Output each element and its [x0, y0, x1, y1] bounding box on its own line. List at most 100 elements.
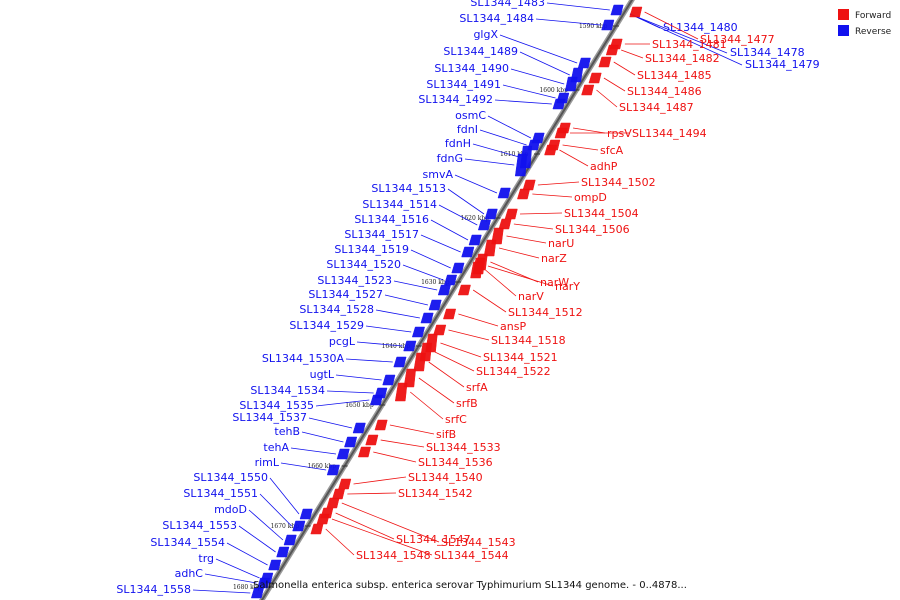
reverse-gene-label[interactable]: SL1344_1534 [250, 384, 325, 397]
reverse-gene-label[interactable]: SL1344_1535 [239, 399, 314, 412]
forward-gene-glyph[interactable] [357, 446, 371, 458]
forward-gene-label[interactable]: SL1344_1477 [700, 33, 775, 46]
forward-gene-glyph[interactable] [413, 352, 426, 372]
forward-gene-glyph[interactable] [605, 44, 619, 56]
forward-gene-glyph[interactable] [310, 523, 324, 535]
forward-gene-glyph[interactable] [316, 513, 330, 525]
forward-gene-label[interactable]: SL1344_1522 [476, 365, 551, 378]
reverse-gene-glyph[interactable] [477, 219, 491, 231]
forward-gene-glyph[interactable] [365, 434, 379, 446]
forward-gene-glyph[interactable] [544, 144, 558, 156]
reverse-gene-glyph[interactable] [336, 448, 350, 460]
reverse-gene-label[interactable]: SL1344_1523 [317, 274, 392, 287]
reverse-gene-label[interactable]: ugtL [310, 368, 335, 381]
reverse-gene-label[interactable]: tehA [263, 441, 289, 454]
forward-gene-glyph[interactable] [483, 239, 497, 257]
reverse-gene-glyph[interactable] [497, 187, 511, 199]
reverse-gene-glyph[interactable] [382, 374, 396, 386]
forward-gene-glyph[interactable] [598, 56, 612, 68]
reverse-gene-glyph[interactable] [451, 262, 465, 274]
reverse-gene-label[interactable]: trg [198, 552, 214, 565]
reverse-gene-label[interactable]: SL1344_1489 [443, 45, 518, 58]
forward-gene-glyph[interactable] [554, 127, 568, 139]
forward-gene-label[interactable]: SL1344_1540 [408, 471, 483, 484]
reverse-gene-label[interactable]: fdnG [437, 152, 463, 165]
forward-gene-label[interactable]: SL1344_1544 [434, 549, 509, 562]
reverse-gene-glyph[interactable] [352, 422, 366, 434]
reverse-gene-glyph[interactable] [411, 326, 425, 338]
reverse-gene-glyph[interactable] [577, 57, 591, 69]
reverse-gene-label[interactable]: SL1344_1483 [470, 0, 545, 9]
reverse-gene-glyph[interactable] [393, 356, 407, 368]
reverse-gene-label[interactable]: SL1344_1550 [193, 471, 268, 484]
reverse-gene-label[interactable]: SL1344_1479 [745, 58, 820, 71]
forward-gene-glyph[interactable] [374, 419, 388, 431]
forward-gene-glyph[interactable] [403, 368, 417, 388]
reverse-gene-label[interactable]: SL1344_1492 [418, 93, 493, 106]
reverse-gene-label[interactable]: osmC [455, 109, 486, 122]
reverse-gene-glyph[interactable] [420, 312, 434, 324]
forward-gene-glyph[interactable] [457, 284, 471, 296]
reverse-gene-glyph[interactable] [601, 19, 615, 31]
forward-gene-label[interactable]: SL1344_1482 [645, 52, 720, 65]
reverse-gene-label[interactable]: glgX [473, 28, 498, 41]
reverse-gene-label[interactable]: fdnI [457, 123, 478, 136]
reverse-gene-label[interactable]: SL1344_1513 [371, 182, 446, 195]
reverse-gene-label[interactable]: SL1344_1554 [150, 536, 225, 549]
reverse-gene-label[interactable]: SL1344_1516 [354, 213, 429, 226]
forward-gene-glyph[interactable] [326, 497, 340, 509]
reverse-gene-glyph[interactable] [610, 4, 624, 16]
forward-gene-glyph[interactable] [581, 84, 595, 96]
reverse-gene-label[interactable]: SL1344_1528 [299, 303, 374, 316]
reverse-gene-label[interactable]: SL1344_1514 [362, 198, 437, 211]
reverse-gene-glyph[interactable] [257, 577, 271, 589]
forward-gene-label[interactable]: SL1344_1542 [398, 487, 473, 500]
forward-gene-label[interactable]: SL1344_1548 [356, 549, 431, 562]
reverse-gene-glyph[interactable] [437, 284, 451, 296]
reverse-gene-glyph[interactable] [299, 508, 313, 520]
reverse-gene-label[interactable]: SL1344_1484 [459, 12, 534, 25]
reverse-gene-glyph[interactable] [514, 153, 528, 177]
forward-gene-glyph[interactable] [433, 324, 447, 336]
forward-gene-glyph[interactable] [470, 261, 483, 279]
forward-gene-label[interactable]: SL1344_1512 [508, 306, 583, 319]
forward-gene-label[interactable]: SL1344_1533 [426, 441, 501, 454]
forward-gene-label[interactable]: SL1344_1504 [564, 207, 639, 220]
forward-gene-glyph[interactable] [517, 188, 531, 200]
forward-gene-label[interactable]: SL1344_1521 [483, 351, 558, 364]
forward-gene-label[interactable]: narW [540, 276, 569, 289]
reverse-gene-glyph[interactable] [276, 546, 290, 558]
reverse-gene-label[interactable]: SL1344_1537 [232, 411, 307, 424]
forward-gene-label[interactable]: SL1344_1543 [441, 536, 516, 549]
forward-gene-label[interactable]: SL1344_1506 [555, 223, 630, 236]
reverse-gene-label[interactable]: fdnH [445, 137, 471, 150]
reverse-gene-glyph[interactable] [268, 559, 282, 571]
reverse-gene-label[interactable]: SL1344_1520 [326, 258, 401, 271]
forward-gene-glyph[interactable] [629, 6, 643, 18]
forward-gene-label[interactable]: SL1344_1487 [619, 101, 694, 114]
reverse-gene-label[interactable]: SL1344_1530A [262, 352, 345, 365]
forward-gene-label[interactable]: srfC [445, 413, 467, 426]
reverse-gene-label[interactable]: SL1344_1529 [289, 319, 364, 332]
forward-gene-label[interactable]: SL1344_1536 [418, 456, 493, 469]
reverse-gene-label[interactable]: smvA [423, 168, 454, 181]
reverse-gene-glyph[interactable] [403, 340, 417, 352]
forward-gene-label[interactable]: narZ [541, 252, 567, 265]
forward-gene-glyph[interactable] [332, 488, 346, 500]
reverse-gene-label[interactable]: tehB [274, 425, 300, 438]
reverse-gene-label[interactable]: pcgL [329, 335, 356, 348]
reverse-gene-glyph[interactable] [484, 208, 498, 220]
reverse-gene-glyph[interactable] [250, 587, 264, 599]
forward-gene-label[interactable]: sfcA [600, 144, 624, 157]
forward-gene-label[interactable]: narV [518, 290, 544, 303]
reverse-gene-glyph[interactable] [326, 464, 340, 476]
forward-gene-label[interactable]: narU [548, 237, 574, 250]
forward-gene-label[interactable]: adhP [590, 160, 618, 173]
reverse-gene-glyph[interactable] [468, 234, 482, 246]
reverse-gene-label[interactable]: mdoD [214, 503, 247, 516]
reverse-gene-glyph[interactable] [292, 520, 306, 532]
forward-gene-label[interactable]: srfA [466, 381, 488, 394]
reverse-gene-label[interactable]: SL1344_1551 [183, 487, 258, 500]
reverse-gene-label[interactable]: SL1344_1553 [162, 519, 237, 532]
